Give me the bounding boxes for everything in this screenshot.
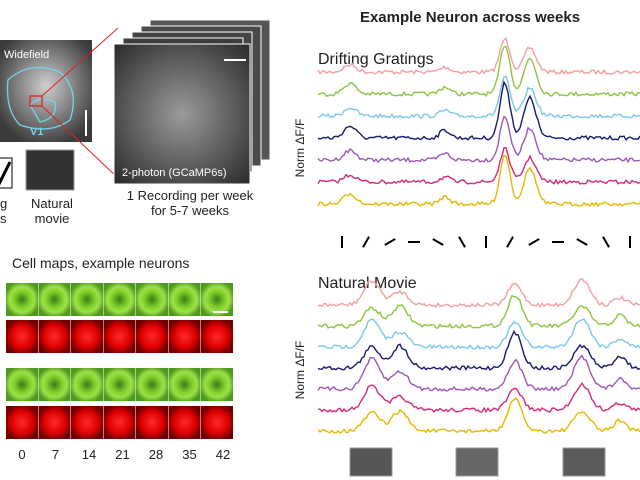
cell-tile [38,320,71,353]
trace [317,45,640,98]
cell-tile [71,368,103,401]
orientation-glyph [528,238,540,246]
day-label: 28 [149,447,163,462]
day-label: 21 [115,447,129,462]
cell-tile [136,283,168,316]
orientation-glyph [506,236,514,248]
trace [317,75,640,119]
cell-tile [168,368,201,401]
cell-tile [136,320,168,353]
orientation-glyph [362,236,370,248]
traces [317,36,640,434]
panel-title: Drifting Gratings [318,51,434,68]
orientation-glyph [458,236,466,248]
y-label: Norm ΔF/F [293,341,307,400]
widefield-label: Widefield [4,49,49,61]
stimulus-label: s [0,211,7,226]
movie-thumbnail [25,149,75,191]
widefield-image [0,40,92,142]
y-label: Norm ΔF/F [293,119,307,178]
day-label: 7 [52,447,59,462]
grating-icon [0,161,12,186]
trace [317,294,640,329]
zoom-line [41,105,119,179]
area-outline [6,66,74,130]
area-label: V1 [30,126,43,138]
cell-tile [6,283,38,316]
movie-frame [349,447,393,477]
day-label: 42 [216,447,230,462]
trace [317,354,640,392]
image-stack [113,19,271,185]
stimulus-label: movie [35,211,70,226]
trace [318,381,640,414]
zoom-line [41,27,119,97]
orientation-glyph [576,238,588,246]
cell-tile [136,368,168,401]
cell-tile [71,406,103,439]
recording-note: for 5-7 weeks [151,203,230,218]
trace [317,115,640,164]
area-outline [29,98,57,123]
trace [317,318,640,351]
day-label: 35 [182,447,196,462]
cell-tile [38,368,71,401]
cell-tile [168,406,201,439]
trace [317,36,640,76]
cell-tile [103,320,136,353]
cell-tile [103,283,136,316]
cell-tile [103,406,136,439]
cell-tile [201,368,233,401]
cell-tile [38,283,71,316]
trace [317,397,640,434]
cell-tile [103,368,136,401]
cell-tile [201,283,233,316]
orientation-glyph [602,236,610,248]
orientation-glyph [432,238,444,246]
twophoton-label: 2-photon (GCaMP6s) [122,167,227,179]
roi-box [29,95,43,107]
cell-tile [6,406,38,439]
cell-tile [168,320,201,353]
cell-tile [136,406,168,439]
right-title: Example Neuron across weeks [360,9,580,26]
stimulus-label: Natural [31,196,73,211]
cell-tile [201,406,233,439]
recording-note: 1 Recording per week [127,188,254,203]
trace [317,329,640,371]
day-label: 14 [82,447,96,462]
cell-map-grid [6,283,233,439]
cell-tile [71,320,103,353]
orientation-glyph [384,238,396,246]
cell-maps-title: Cell maps, example neurons [12,255,189,271]
cell-tile [201,320,233,353]
movie-frame [455,447,499,477]
trace [317,146,640,185]
movie-frame [562,447,606,477]
cell-tile [6,320,38,353]
cell-tile [6,368,38,401]
trace [317,278,640,309]
twophoton-image [113,43,251,185]
trace [317,80,640,142]
stimulus-label: g [0,196,7,211]
cell-tile [71,283,103,316]
cell-tile [38,406,71,439]
cell-tile [168,283,201,316]
day-label: 0 [18,447,25,462]
trace [317,154,640,208]
